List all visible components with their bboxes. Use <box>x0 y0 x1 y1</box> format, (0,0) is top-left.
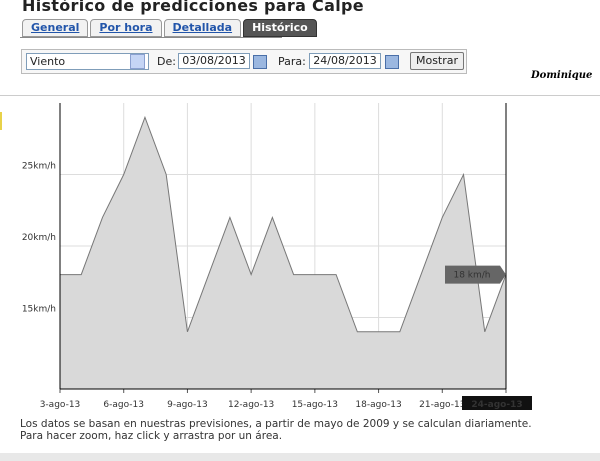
x-tick-label: 21-ago-13 <box>419 400 465 410</box>
footer-line: Para hacer zoom, haz click y arrastra po… <box>20 430 283 442</box>
tab[interactable]: Por hora <box>90 19 162 37</box>
x-tick-label: 12-ago-13 <box>228 400 274 410</box>
footer: Los datos se basan en nuestras prevision… <box>20 418 532 442</box>
tooltip-label: 18 km/h <box>453 271 490 281</box>
from-input[interactable]: 03/08/2013 <box>178 53 250 69</box>
calendar-icon[interactable] <box>253 55 267 69</box>
area <box>60 117 506 390</box>
x-tick-label: 15-ago-13 <box>292 400 338 410</box>
x-tick-label: 24-ago-13 <box>471 400 522 410</box>
frame-line <box>0 95 600 96</box>
signature: Dominique <box>531 70 593 81</box>
frame-mark <box>0 112 2 130</box>
to-input[interactable]: 24/08/2013 <box>309 53 381 69</box>
calendar-icon[interactable] <box>385 55 399 69</box>
status-bar <box>0 453 600 461</box>
x-tick-label: 6-ago-13 <box>103 400 144 410</box>
tabs: General Por hora Detallada Histórico <box>22 19 317 37</box>
footer-line: Los datos se basan en nuestras prevision… <box>20 418 532 430</box>
tab-active[interactable]: Histórico <box>243 19 317 37</box>
x-tick-highlight <box>462 396 532 410</box>
y-tick-label: 20km/h <box>22 233 56 243</box>
from-label: De: <box>157 55 176 68</box>
filter-form: Viento De: 03/08/2013 Para: 24/08/2013 M… <box>21 49 467 74</box>
divider <box>20 37 282 38</box>
tab[interactable]: Detallada <box>163 19 242 37</box>
y-tick-label: 25km/h <box>22 162 56 172</box>
y-tick-label: 15km/h <box>22 305 56 315</box>
variable-select[interactable]: Viento <box>26 53 149 70</box>
tab[interactable]: General <box>22 19 89 37</box>
tooltip-box <box>445 265 506 284</box>
line <box>60 115 507 333</box>
select-arrow[interactable] <box>130 54 145 69</box>
x-tick-label: 3-ago-13 <box>40 400 81 410</box>
page-title: Histórico de predicciones para Calpe <box>22 0 364 15</box>
to-label: Para: <box>278 55 306 68</box>
show-button[interactable]: Mostrar <box>410 52 464 70</box>
x-tick-label: 18-ago-13 <box>355 400 401 410</box>
x-tick-label: 9-ago-13 <box>167 400 208 410</box>
